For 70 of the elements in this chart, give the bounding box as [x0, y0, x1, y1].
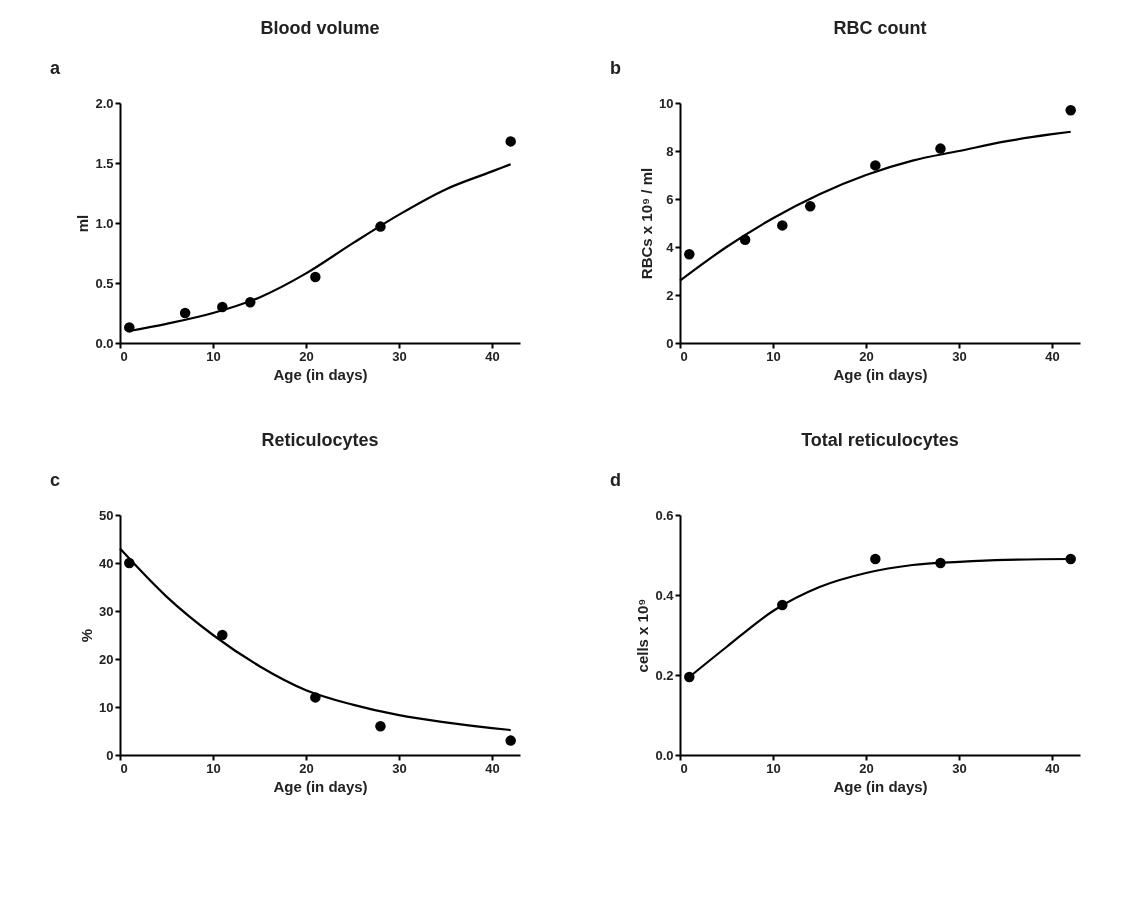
point: [217, 629, 228, 641]
point: [310, 271, 321, 283]
y-tick-label: 1.5: [95, 155, 114, 171]
text: a: [50, 58, 61, 78]
x-tick-label: 0: [680, 760, 688, 776]
x-tick-label: 20: [859, 760, 874, 776]
x-tick-label: 30: [392, 348, 407, 364]
x-tick-label: 40: [1045, 760, 1060, 776]
x-tick-label: 10: [206, 760, 221, 776]
y-tick-label: 10: [99, 699, 114, 715]
x-tick-label: 40: [1045, 348, 1060, 364]
y-tick-label: 10: [659, 95, 674, 111]
x-tick-label: 40: [485, 348, 500, 364]
x-tick-label: 0: [120, 760, 128, 776]
y-tick-label: 0: [666, 335, 674, 351]
y-tick-label: 50: [99, 507, 114, 523]
x-axis-title: Age (in days): [273, 777, 368, 795]
y-tick-label: 4: [666, 239, 675, 255]
y-tick-label: 0: [106, 747, 114, 763]
point: [684, 248, 695, 260]
y-tick-label: 0.6: [655, 507, 674, 523]
x-tick-label: 30: [952, 760, 967, 776]
point: [935, 143, 946, 154]
point: [870, 160, 881, 171]
point: [375, 720, 386, 732]
y-tick-label: 0.5: [95, 275, 114, 291]
x-tick-label: 0: [120, 348, 128, 364]
x-tick-label: 20: [859, 348, 874, 364]
y-axis-title: ml: [74, 214, 92, 233]
point: [1065, 104, 1076, 116]
chart-title: Reticulocytes: [261, 430, 379, 450]
x-tick-label: 20: [299, 760, 314, 776]
point: [804, 200, 816, 212]
y-tick-label: 0.4: [655, 587, 675, 603]
x-tick-label: 10: [766, 760, 781, 776]
chart-title: Blood volume: [260, 18, 380, 38]
point: [179, 307, 191, 319]
y-tick-label: 40: [99, 555, 114, 571]
text: b: [610, 58, 621, 78]
point: [505, 735, 516, 746]
y-axis-title: RBCs x 10⁹ / ml: [638, 167, 656, 280]
text: c: [50, 470, 61, 490]
y-tick-label: 6: [666, 191, 674, 207]
x-tick-label: 40: [485, 760, 500, 776]
x-tick-label: 30: [952, 348, 967, 364]
y-tick-label: 1.0: [95, 215, 114, 231]
point: [870, 553, 881, 565]
y-tick-label: 20: [99, 651, 114, 667]
y-axis-title: cells x 10⁹: [634, 598, 652, 673]
point: [505, 136, 516, 147]
y-tick-label: 30: [99, 603, 114, 619]
x-axis-title: Age (in days): [273, 365, 368, 383]
y-tick-label: 2: [666, 287, 674, 303]
y-tick-label: 0.0: [655, 747, 674, 763]
x-axis-title: Age (in days): [833, 777, 928, 795]
chart-title: RBC count: [833, 18, 927, 38]
y-tick-label: 0.0: [95, 335, 114, 351]
point: [777, 220, 788, 231]
chart-title: Total reticulocytes: [801, 430, 959, 450]
x-tick-label: 0: [680, 348, 688, 364]
y-axis-title: %: [78, 628, 96, 643]
x-tick-label: 20: [299, 348, 314, 364]
x-axis-title: Age (in days): [833, 365, 928, 383]
y-tick-label: 8: [666, 143, 674, 159]
x-tick-label: 10: [206, 348, 221, 364]
y-tick-label: 0.2: [655, 667, 674, 683]
y-tick-label: 2.0: [95, 95, 114, 111]
x-tick-label: 30: [392, 760, 407, 776]
text: d: [610, 470, 621, 490]
x-tick-label: 10: [766, 348, 781, 364]
